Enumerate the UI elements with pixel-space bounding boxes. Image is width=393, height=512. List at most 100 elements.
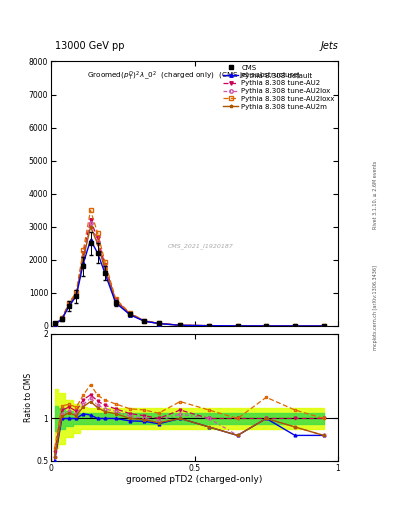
Pythia 8.308 tune-AU2m: [142, 318, 147, 324]
Pythia 8.308 tune-AU2: [264, 323, 269, 329]
Pythia 8.308 tune-AU2: [128, 311, 132, 317]
Pythia 8.308 tune-AU2loxx: [113, 296, 118, 302]
Pythia 8.308 tune-AU2: [67, 301, 72, 307]
Pythia 8.308 tune-AU2loxx: [264, 323, 269, 329]
Pythia 8.308 tune-AU2lox: [321, 323, 326, 329]
Pythia 8.308 default: [292, 323, 298, 329]
Pythia 8.308 tune-AU2m: [103, 266, 107, 272]
Pythia 8.308 tune-AU2m: [264, 323, 269, 329]
Pythia 8.308 tune-AU2: [292, 323, 298, 329]
Pythia 8.308 tune-AU2lox: [81, 253, 86, 260]
Pythia 8.308 tune-AU2m: [292, 323, 298, 329]
Pythia 8.308 tune-AU2loxx: [95, 230, 100, 237]
Text: Jets: Jets: [320, 40, 338, 51]
Pythia 8.308 tune-AU2lox: [103, 264, 107, 270]
Pythia 8.308 tune-AU2m: [321, 323, 326, 329]
Pythia 8.308 tune-AU2lox: [74, 291, 79, 297]
Pythia 8.308 tune-AU2: [103, 262, 107, 268]
Pythia 8.308 default: [207, 323, 211, 329]
Pythia 8.308 default: [128, 312, 132, 318]
Pythia 8.308 tune-AU2loxx: [142, 317, 147, 324]
Pythia 8.308 tune-AU2loxx: [103, 259, 107, 265]
Pythia 8.308 tune-AU2m: [95, 241, 100, 247]
Pythia 8.308 tune-AU2m: [67, 302, 72, 308]
Pythia 8.308 tune-AU2lox: [128, 311, 132, 317]
Pythia 8.308 tune-AU2loxx: [88, 207, 93, 214]
Text: Rivet 3.1.10, ≥ 2.6M events: Rivet 3.1.10, ≥ 2.6M events: [373, 160, 378, 229]
Pythia 8.308 tune-AU2m: [74, 292, 79, 298]
Pythia 8.308 tune-AU2loxx: [178, 322, 183, 328]
Pythia 8.308 tune-AU2lox: [52, 321, 57, 327]
Y-axis label: Ratio to CMS: Ratio to CMS: [24, 373, 33, 422]
Pythia 8.308 default: [113, 300, 118, 306]
Pythia 8.308 tune-AU2: [207, 323, 211, 329]
Pythia 8.308 tune-AU2lox: [156, 321, 161, 327]
Text: 13000 GeV pp: 13000 GeV pp: [55, 40, 125, 51]
Pythia 8.308 default: [178, 322, 183, 328]
Text: Groomed$(p_T^D)^2\,\lambda\_0^2$  (charged only)  (CMS jet substructure): Groomed$(p_T^D)^2\,\lambda\_0^2$ (charge…: [88, 70, 301, 82]
Pythia 8.308 tune-AU2lox: [113, 298, 118, 304]
Pythia 8.308 tune-AU2: [178, 322, 183, 328]
Pythia 8.308 tune-AU2lox: [235, 323, 240, 329]
Pythia 8.308 tune-AU2m: [156, 321, 161, 327]
Pythia 8.308 tune-AU2: [142, 318, 147, 324]
Pythia 8.308 tune-AU2m: [235, 323, 240, 329]
Pythia 8.308 tune-AU2m: [128, 311, 132, 317]
Pythia 8.308 tune-AU2lox: [264, 323, 269, 329]
Pythia 8.308 default: [74, 293, 79, 300]
Line: Pythia 8.308 tune-AU2: Pythia 8.308 tune-AU2: [53, 219, 325, 328]
Pythia 8.308 tune-AU2m: [207, 323, 211, 329]
Pythia 8.308 tune-AU2loxx: [156, 320, 161, 326]
Pythia 8.308 default: [142, 318, 147, 324]
Line: Pythia 8.308 tune-AU2m: Pythia 8.308 tune-AU2m: [53, 225, 325, 328]
Pythia 8.308 tune-AU2: [74, 290, 79, 296]
Line: Pythia 8.308 tune-AU2lox: Pythia 8.308 tune-AU2lox: [53, 222, 325, 328]
Pythia 8.308 default: [156, 321, 161, 327]
Pythia 8.308 tune-AU2m: [88, 224, 93, 230]
Pythia 8.308 tune-AU2: [81, 250, 86, 257]
Pythia 8.308 tune-AU2m: [81, 255, 86, 261]
Pythia 8.308 default: [67, 303, 72, 309]
Pythia 8.308 tune-AU2: [235, 323, 240, 329]
Pythia 8.308 tune-AU2lox: [88, 220, 93, 226]
Pythia 8.308 tune-AU2lox: [142, 318, 147, 324]
Pythia 8.308 tune-AU2: [113, 297, 118, 303]
Pythia 8.308 tune-AU2loxx: [59, 315, 64, 322]
Pythia 8.308 tune-AU2lox: [207, 323, 211, 329]
Pythia 8.308 tune-AU2lox: [59, 316, 64, 322]
Pythia 8.308 tune-AU2lox: [292, 323, 298, 329]
Pythia 8.308 tune-AU2m: [59, 316, 64, 322]
Legend: CMS, Pythia 8.308 default, Pythia 8.308 tune-AU2, Pythia 8.308 tune-AU2lox, Pyth: CMS, Pythia 8.308 default, Pythia 8.308 …: [222, 63, 336, 111]
Pythia 8.308 tune-AU2: [95, 236, 100, 242]
Pythia 8.308 tune-AU2m: [52, 321, 57, 327]
Pythia 8.308 tune-AU2m: [113, 298, 118, 305]
Pythia 8.308 default: [52, 321, 57, 327]
Pythia 8.308 default: [235, 323, 240, 329]
Pythia 8.308 tune-AU2loxx: [321, 323, 326, 329]
Pythia 8.308 tune-AU2: [52, 321, 57, 327]
Pythia 8.308 tune-AU2lox: [178, 322, 183, 328]
Pythia 8.308 tune-AU2loxx: [128, 310, 132, 316]
Line: Pythia 8.308 tune-AU2loxx: Pythia 8.308 tune-AU2loxx: [53, 208, 325, 328]
Pythia 8.308 tune-AU2m: [178, 322, 183, 328]
Text: mcplots.cern.ch [arXiv:1306.3436]: mcplots.cern.ch [arXiv:1306.3436]: [373, 265, 378, 350]
Pythia 8.308 default: [88, 237, 93, 243]
Pythia 8.308 tune-AU2loxx: [67, 300, 72, 306]
Pythia 8.308 tune-AU2: [59, 315, 64, 322]
Pythia 8.308 default: [321, 323, 326, 329]
Pythia 8.308 tune-AU2loxx: [207, 323, 211, 329]
Pythia 8.308 default: [103, 270, 107, 276]
Pythia 8.308 tune-AU2loxx: [52, 321, 57, 327]
Pythia 8.308 tune-AU2loxx: [292, 323, 298, 329]
Pythia 8.308 tune-AU2lox: [67, 302, 72, 308]
Pythia 8.308 tune-AU2: [88, 217, 93, 223]
Line: Pythia 8.308 default: Pythia 8.308 default: [53, 238, 325, 328]
Pythia 8.308 default: [264, 323, 269, 329]
X-axis label: groomed pTD2 (charged-only): groomed pTD2 (charged-only): [126, 475, 263, 484]
Pythia 8.308 default: [95, 250, 100, 257]
Pythia 8.308 default: [59, 316, 64, 323]
Pythia 8.308 tune-AU2: [156, 321, 161, 327]
Pythia 8.308 tune-AU2: [321, 323, 326, 329]
Pythia 8.308 tune-AU2loxx: [81, 247, 86, 253]
Pythia 8.308 tune-AU2loxx: [235, 323, 240, 329]
